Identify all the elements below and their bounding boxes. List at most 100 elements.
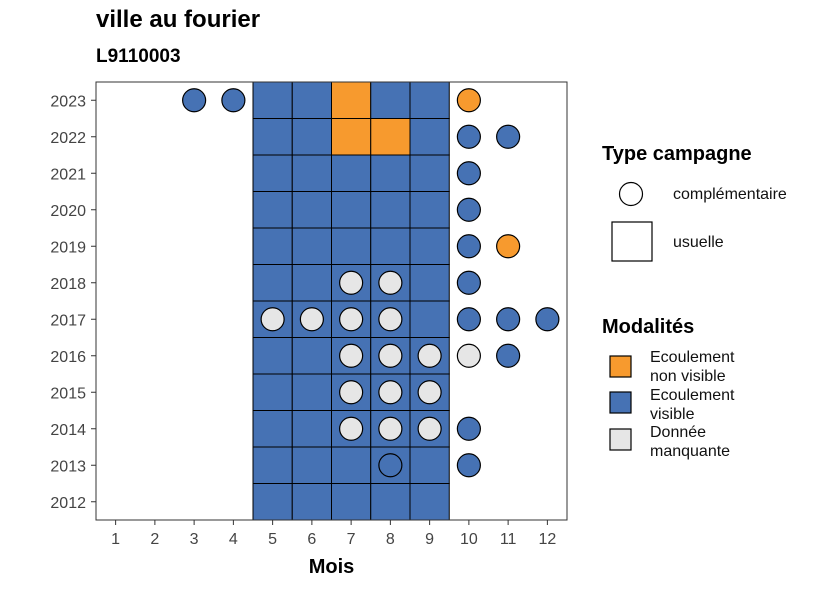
point-2016-10: [456, 343, 481, 368]
legend-visible-line1: Ecoulement: [650, 387, 735, 404]
tile-2020-6: [291, 191, 332, 229]
y-tick-label-2012: 2012: [50, 495, 86, 512]
y-tick-label-2017: 2017: [50, 312, 86, 329]
tile-2018-9: [409, 264, 450, 302]
legend-modalites-title: Modalités: [602, 316, 695, 338]
tile-2021-5: [252, 154, 293, 192]
tile-2023-8: [370, 81, 411, 119]
point-2014-10: [456, 416, 481, 441]
x-tick-label-6: 6: [307, 531, 316, 548]
point-2020-10: [456, 197, 481, 222]
point-2016-9: [417, 343, 442, 368]
legend-complementaire-label: complémentaire: [673, 186, 787, 203]
point-2015-8: [378, 380, 403, 405]
tile-2021-7: [331, 154, 372, 192]
tile-2021-8: [370, 154, 411, 192]
tile-2019-7: [331, 227, 372, 265]
tile-2019-6: [291, 227, 332, 265]
y-tick-label-2022: 2022: [50, 130, 86, 147]
x-axis-title: Mois: [309, 556, 355, 578]
y-tick-label-2018: 2018: [50, 276, 86, 293]
point-2017-11: [496, 307, 521, 332]
point-2017-5: [260, 307, 285, 332]
tile-2019-9: [409, 227, 450, 265]
tile-2017-9: [409, 300, 450, 338]
point-2023-10: [456, 88, 481, 113]
y-tick-label-2020: 2020: [50, 203, 86, 220]
tile-2022-8: [370, 118, 411, 156]
tile-2018-6: [291, 264, 332, 302]
chart-title: ville au fourier: [96, 6, 261, 33]
point-2019-10: [456, 234, 481, 259]
legend-modalite-key-1: [609, 391, 632, 414]
x-tick-label-2: 2: [150, 531, 159, 548]
x-tick-label-8: 8: [386, 531, 395, 548]
tile-2014-8: [370, 410, 411, 448]
legend-modalite-key-0: [609, 355, 632, 378]
legend-non-visible-line1: Ecoulement: [650, 349, 735, 366]
tile-2022-5: [252, 118, 293, 156]
point-2018-7: [339, 270, 364, 295]
point-2013-8: [378, 453, 403, 478]
point-2017-12: [535, 307, 560, 332]
tile-2023-5: [252, 81, 293, 119]
point-2022-11: [496, 124, 521, 149]
tile-2022-6: [291, 118, 332, 156]
tile-2023-9: [409, 81, 450, 119]
legend-usuelle-label: usuelle: [673, 234, 724, 251]
tile-2012-7: [331, 483, 372, 521]
y-tick-label-2019: 2019: [50, 239, 86, 256]
tile-2012-8: [370, 483, 411, 521]
point-2023-4: [221, 88, 246, 113]
legend-visible-label: Ecoulement visible: [650, 386, 735, 424]
point-2015-9: [417, 380, 442, 405]
x-tick-label-1: 1: [111, 531, 120, 548]
y-tick-label-2021: 2021: [50, 166, 86, 183]
chart-subtitle: L9110003: [96, 46, 181, 67]
tile-2013-7: [331, 446, 372, 484]
point-2019-11: [496, 234, 521, 259]
point-2016-7: [339, 343, 364, 368]
legend-circle-key: [618, 181, 644, 207]
legend-non-visible-line2: non visible: [650, 368, 726, 385]
x-tick-label-7: 7: [347, 531, 356, 548]
tile-2015-5: [252, 373, 293, 411]
tile-2020-9: [409, 191, 450, 229]
legend-visible-line2: visible: [650, 406, 695, 423]
tile-2014-6: [291, 410, 332, 448]
x-tick-label-10: 10: [460, 531, 478, 548]
tile-2012-9: [409, 483, 450, 521]
point-2017-6: [299, 307, 324, 332]
legend-manquante-line1: Donnée: [650, 424, 707, 441]
y-tick-label-2013: 2013: [50, 458, 86, 475]
tile-2023-7: [331, 81, 372, 119]
tile-2018-5: [252, 264, 293, 302]
tile-2013-9: [409, 446, 450, 484]
panel-border: [95, 81, 568, 521]
x-tick-label-5: 5: [268, 531, 277, 548]
point-2013-10: [456, 453, 481, 478]
point-2015-7: [339, 380, 364, 405]
tile-2021-9: [409, 154, 450, 192]
legend-manquante-label: Donnée manquante: [650, 423, 730, 461]
tile-2021-6: [291, 154, 332, 192]
legend-modalite-key-2: [609, 428, 632, 451]
tile-2014-5: [252, 410, 293, 448]
x-tick-label-4: 4: [229, 531, 238, 548]
tile-2015-6: [291, 373, 332, 411]
point-2021-10: [456, 161, 481, 186]
point-2017-7: [339, 307, 364, 332]
legend-non-visible-label: Ecoulement non visible: [650, 348, 735, 386]
point-2014-8: [378, 416, 403, 441]
y-tick-label-2023: 2023: [50, 93, 86, 110]
point-2017-10: [456, 307, 481, 332]
point-2022-10: [456, 124, 481, 149]
x-tick-label-9: 9: [425, 531, 434, 548]
tile-2012-5: [252, 483, 293, 521]
point-2017-8: [378, 307, 403, 332]
tile-2022-9: [409, 118, 450, 156]
point-2016-8: [378, 343, 403, 368]
point-2023-3: [182, 88, 207, 113]
tile-2012-6: [291, 483, 332, 521]
